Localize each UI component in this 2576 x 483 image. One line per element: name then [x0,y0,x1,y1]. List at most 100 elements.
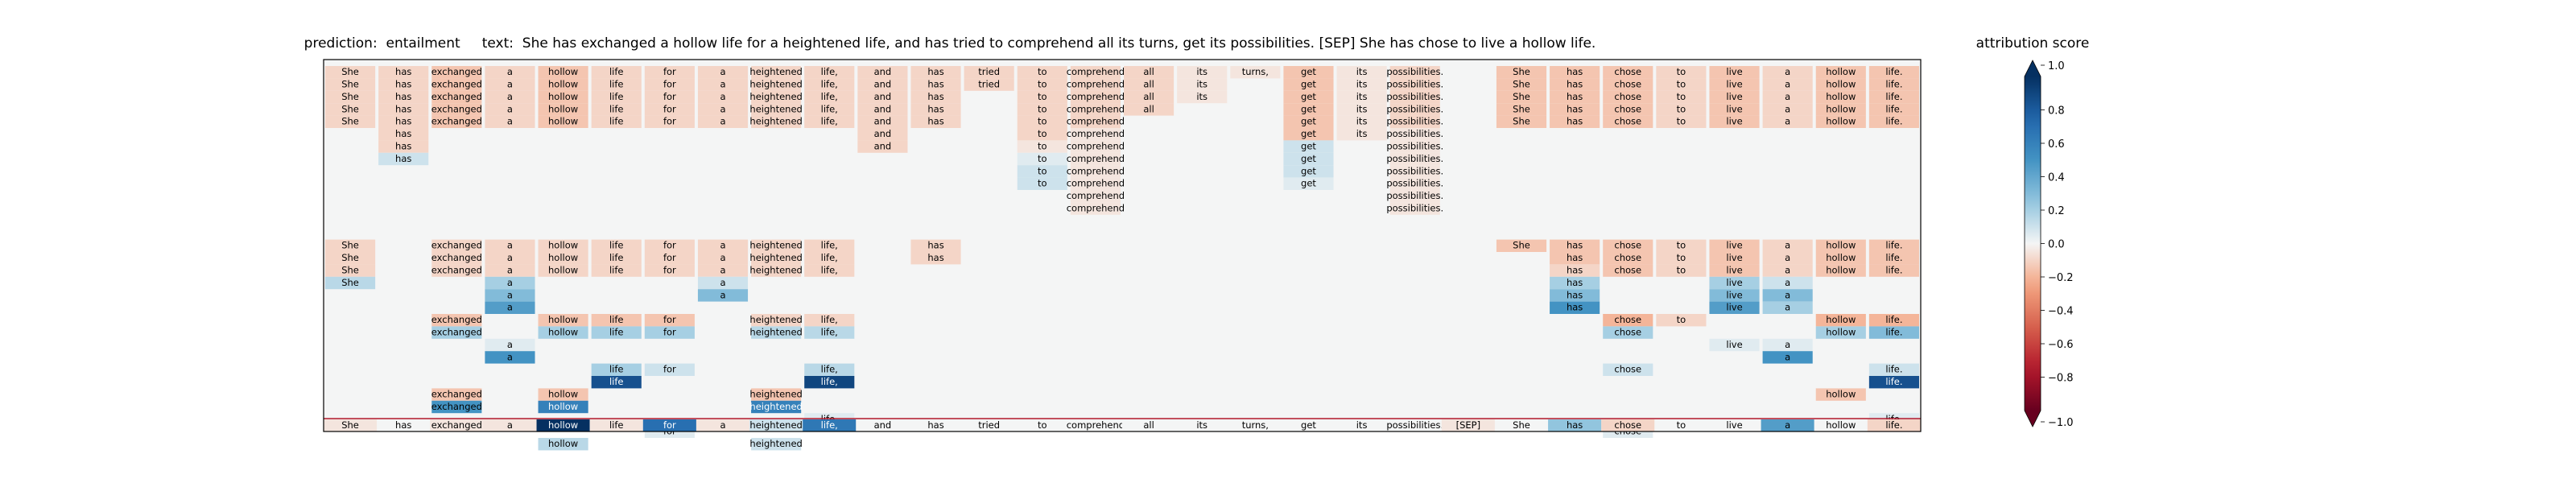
cell-token-label: comprehend [1067,140,1125,151]
heatmap-cell [1656,78,1707,91]
bottom-row-token-label: possibilities. [1386,419,1443,431]
cell-token-label: hollow [1826,240,1856,251]
colorbar-gradient [2025,76,2041,411]
cell-token-label: its [1356,128,1368,139]
heatmap-cell [910,239,961,252]
heatmap-cell [1868,264,1919,277]
heatmap-cell [485,264,535,277]
heatmap-cell [697,239,749,252]
cell-token-label: to [1038,66,1047,77]
cell-token-label: life [609,103,624,114]
heatmap-cell [697,252,749,265]
cell-token-label: has [395,153,411,164]
heatmap-cell [1283,90,1334,104]
cell-token-label: live [1726,289,1742,300]
cell-token-label: live [1726,339,1742,350]
heatmap-cell [1709,252,1760,265]
bottom-row-token-label: She [1513,419,1530,431]
heatmap-cell [431,252,482,265]
cell-token-label: life [609,326,624,337]
cell-token-label: chose [1614,116,1641,127]
heatmap-cell [485,289,535,302]
heatmap-cell [1550,276,1600,290]
heatmap-cell [1070,128,1121,141]
heatmap-cell [538,115,588,128]
heatmap-cell [804,103,855,116]
cell-token-label: She [341,103,359,114]
heatmap-cell [1709,276,1760,290]
heatmap-cell [910,66,961,79]
cell-token-label: has [1567,277,1583,288]
cell-token-label: tried [978,78,1000,89]
cell-token-label: get [1301,153,1316,164]
cell-token-label: has [395,140,411,151]
heatmap-cell [1017,128,1067,141]
heatmap-cell [1709,239,1760,252]
heatmap-cell [1070,152,1121,166]
bottom-row-token-label: tried [978,419,1000,431]
heatmap-cell [1496,90,1547,104]
bottom-row-token-label: get [1301,419,1316,431]
cell-token-label: to [1038,103,1047,114]
bottom-row-cell [1068,419,1122,431]
cell-token-label: exchanged [431,314,482,325]
heatmap-cell [1815,314,1866,327]
heatmap-cell [1709,90,1760,104]
heatmap-cell [1017,90,1067,104]
cell-token-label: She [341,116,359,127]
cell-token-label: life [609,314,624,325]
colorbar-top-extension [2025,60,2041,76]
cell-token-label: its [1356,91,1368,102]
cell-token-label: has [1567,103,1583,114]
cell-token-label: live [1726,116,1742,127]
cell-token-label: exchanged [431,240,482,251]
cell-token-label: chose [1614,240,1641,251]
heatmap-cell [751,326,802,339]
colorbar-tick-label: 0.8 [2048,105,2065,118]
heatmap-cell [1603,252,1653,265]
heatmap-cell [804,314,855,327]
bottom-row-token-label: a [507,419,513,431]
cell-token-label: hollow [548,438,578,449]
cell-token-label: comprehend [1067,116,1125,127]
heatmap-cell [644,239,695,252]
heatmap-cell [1603,239,1653,252]
heatmap-cell [1868,252,1919,265]
heatmap-cell [1656,239,1707,252]
bottom-row-cell [1122,419,1176,431]
bottom-row-token-label: turns, [1242,419,1269,431]
heatmap-cell [325,239,376,252]
cell-token-label: a [720,277,725,288]
heatmap-cell [1070,66,1121,79]
cell-token-label: She [341,252,359,263]
heatmap-cell [1124,66,1174,79]
heatmap-cell [1815,252,1866,265]
cell-token-label: life, [821,116,838,127]
heatmap-cell [1496,66,1547,79]
cell-token-label: life. [1885,376,1902,387]
cell-token-label: hollow [548,66,578,77]
heatmap-cell [1017,66,1067,79]
cell-token-label: life, [821,252,838,263]
heatmap-cell [751,314,802,327]
cell-token-label: a [1785,302,1790,313]
cell-token-label: life. [1885,116,1902,127]
heatmap-cell [1017,140,1067,153]
heatmap-cell [1709,78,1760,91]
cell-token-label: to [1677,103,1686,114]
cell-token-label: for [663,66,676,77]
heatmap-cell [857,66,908,79]
cell-token-label: life. [1885,252,1902,263]
cell-token-label: live [1726,277,1742,288]
heatmap-cell [485,338,535,352]
cell-token-label: has [1567,264,1583,275]
heatmap-cell [697,66,749,79]
bottom-row-token-label: has [395,419,411,431]
bottom-row-cell [1388,419,1442,431]
heatmap-cell [485,66,535,79]
heatmap-cell [1762,103,1813,116]
heatmap-cell [538,264,588,277]
cell-token-label: hollow [548,91,578,102]
cell-token-label: has [1567,240,1583,251]
heatmap-cell [538,438,588,451]
